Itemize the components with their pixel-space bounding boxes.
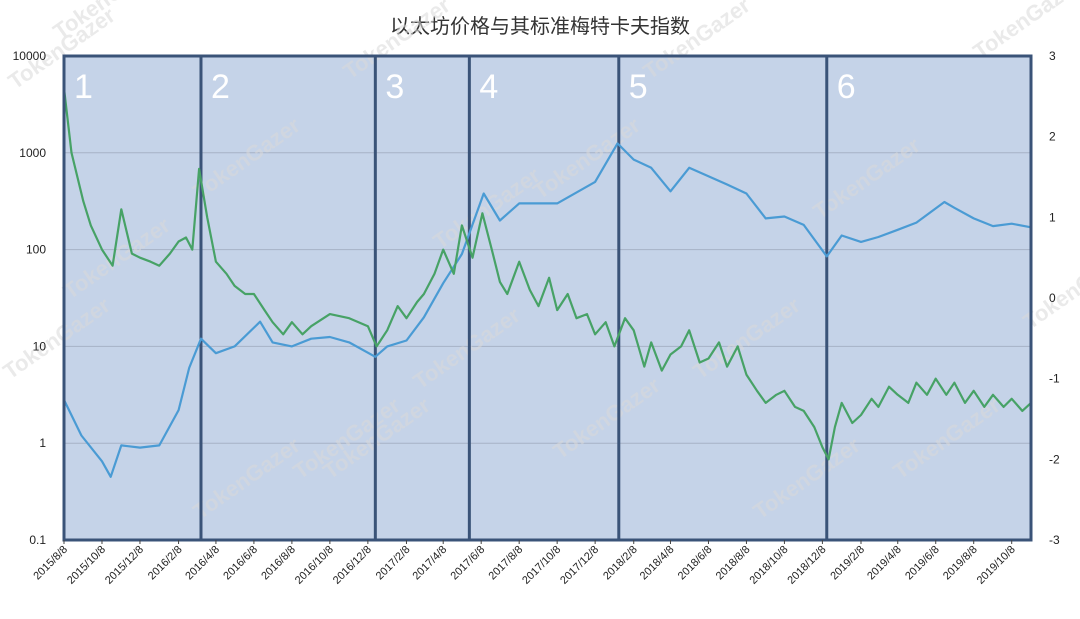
x-tick-label: 2016/2/8: [146, 544, 185, 583]
x-tick-label: 2017/8/8: [487, 544, 526, 583]
left-tick-label: 1: [39, 436, 46, 450]
x-tick-label: 2019/6/8: [903, 544, 942, 583]
period-label: 1: [74, 68, 93, 106]
left-tick-label: 10000: [13, 49, 47, 63]
period-label: 6: [837, 68, 856, 106]
x-tick-label: 2016/12/8: [331, 544, 374, 587]
x-tick-label: 2016/6/8: [221, 544, 260, 583]
right-tick-label: -3: [1049, 533, 1060, 547]
watermark: TokenGazer: [969, 0, 1080, 64]
x-tick-label: 2018/8/8: [714, 544, 753, 583]
x-tick-label: 2015/8/8: [31, 544, 70, 583]
left-tick-label: 0.1: [29, 533, 46, 547]
right-tick-label: 1: [1049, 210, 1056, 224]
x-tick-label: 2019/2/8: [828, 544, 867, 583]
x-tick-label: 2018/10/8: [747, 544, 790, 587]
x-tick-label: 2018/2/8: [601, 544, 640, 583]
plot-background: [64, 56, 1031, 540]
period-dividers: [199, 56, 829, 540]
x-tick-label: 2016/4/8: [183, 544, 222, 583]
period-label: 2: [211, 68, 230, 106]
x-tick-label: 2018/4/8: [638, 544, 677, 583]
right-axis: 3 2 1 0 -1 -2 -3: [1049, 49, 1060, 547]
right-tick-label: 0: [1049, 291, 1056, 305]
x-tick-label: 2017/2/8: [374, 544, 413, 583]
x-tick-label: 2016/8/8: [259, 544, 298, 583]
period-label: 3: [385, 68, 404, 106]
x-tick-label: 2019/8/8: [941, 544, 980, 583]
period-label: 5: [629, 68, 648, 106]
x-tick-label: 2018/6/8: [676, 544, 715, 583]
x-tick-label: 2019/4/8: [865, 544, 904, 583]
series-line-right-axis: [62, 88, 1032, 461]
x-tick-label: 2015/12/8: [103, 544, 146, 587]
right-tick-label: 2: [1049, 130, 1056, 144]
x-tick-label: 2017/10/8: [520, 544, 563, 587]
plot-frame: [62, 54, 1033, 542]
x-tick-label: 2017/4/8: [411, 544, 450, 583]
left-axis: 10000 1000 100 10 1 0.1: [13, 49, 47, 547]
x-tick-label: 2019/10/8: [975, 544, 1018, 587]
left-tick-label: 100: [26, 243, 46, 257]
right-tick-label: 3: [1049, 49, 1056, 63]
right-tick-label: -1: [1049, 372, 1060, 386]
right-tick-label: -2: [1049, 452, 1060, 466]
left-tick-label: 1000: [19, 146, 46, 160]
x-tick-label: 2016/10/8: [293, 544, 336, 587]
left-tick-label: 10: [33, 339, 47, 353]
x-tick-label: 2018/12/8: [785, 544, 828, 587]
series-line-left-axis: [63, 142, 1032, 478]
series-layer: [62, 88, 1032, 478]
x-tick-label: 2015/10/8: [65, 544, 108, 587]
chart-title: 以太坊价格与其标准梅特卡夫指数: [390, 14, 690, 38]
period-labels: 1 2 3 4 5 6: [74, 68, 856, 106]
x-tick-label: 2017/12/8: [558, 544, 601, 587]
x-tick-label: 2017/6/8: [449, 544, 488, 583]
period-label: 4: [479, 68, 498, 106]
